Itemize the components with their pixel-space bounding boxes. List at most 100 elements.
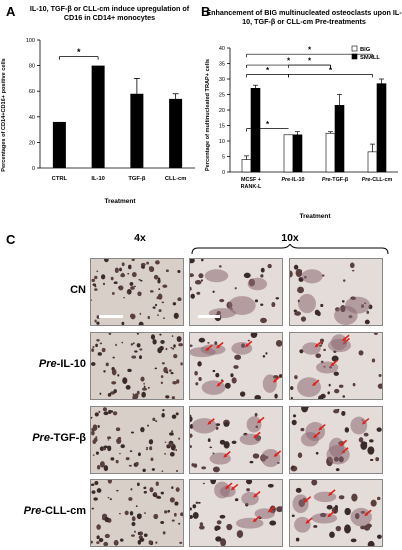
- cell: [118, 286, 121, 289]
- cell: [233, 365, 239, 369]
- cell: [149, 446, 153, 451]
- cell: [223, 441, 230, 449]
- cell: [190, 445, 193, 449]
- cell: [137, 452, 141, 457]
- cell: [99, 392, 102, 395]
- cell: [111, 292, 115, 295]
- y-tick-label: 40: [29, 115, 35, 121]
- cell: [279, 506, 282, 512]
- cell: [157, 496, 162, 499]
- cell: [234, 354, 242, 360]
- cell: [344, 507, 351, 516]
- cell: [212, 466, 220, 473]
- cell: [207, 438, 211, 443]
- cell: [129, 313, 135, 319]
- cell: [173, 312, 179, 319]
- cell: [119, 452, 121, 455]
- micrograph-cells: [290, 407, 382, 472]
- cell: [139, 312, 142, 315]
- significance-star: *: [77, 47, 81, 57]
- cell: [91, 483, 95, 487]
- arrow-head: [267, 508, 272, 513]
- arrow-head: [244, 343, 249, 348]
- cell: [172, 347, 175, 350]
- cell: [271, 302, 276, 308]
- micrograph: [189, 406, 283, 474]
- cell: [246, 480, 253, 485]
- cell: [146, 446, 149, 449]
- x-tick-label: Pre-IL-10: [281, 177, 304, 183]
- cell: [94, 481, 99, 486]
- cell: [120, 444, 125, 449]
- cell: [155, 481, 159, 486]
- bar-small: [250, 88, 261, 173]
- micrograph: [90, 406, 184, 474]
- cell: [197, 501, 201, 504]
- cell: [195, 382, 199, 386]
- cell: [171, 430, 174, 433]
- cell: [137, 291, 142, 297]
- cell: [96, 541, 100, 544]
- panel-a-title: IL-10, TGF-β or CLL-cm induce upregulati…: [29, 4, 190, 22]
- cell: [91, 507, 94, 510]
- arrow-head: [253, 493, 258, 498]
- cell: [249, 460, 254, 464]
- cell: [97, 425, 100, 428]
- cell: [178, 437, 181, 440]
- y-tick-label: 35: [219, 62, 225, 68]
- y-tick-label: 60: [29, 89, 35, 95]
- cell: [352, 382, 356, 387]
- cell: [274, 393, 278, 399]
- panel-c-letter: C: [6, 232, 16, 247]
- cell: [115, 343, 117, 347]
- cell: [152, 417, 156, 421]
- cell: [166, 371, 169, 374]
- osteoclast: [190, 347, 216, 358]
- cell: [300, 427, 305, 432]
- arrow-head: [314, 343, 319, 348]
- bar-small: [376, 83, 387, 173]
- cell: [294, 311, 302, 316]
- cell: [122, 377, 128, 385]
- cell: [149, 290, 154, 293]
- cell: [99, 461, 105, 468]
- cell: [198, 376, 202, 382]
- cell: [265, 352, 268, 355]
- cell: [291, 514, 295, 518]
- osteoclast: [301, 269, 323, 284]
- cell: [154, 367, 158, 370]
- panel-b-letter: B: [201, 4, 211, 19]
- cell: [128, 497, 133, 501]
- cell: [214, 341, 218, 346]
- cell: [108, 333, 112, 335]
- cell: [136, 390, 140, 395]
- cell: [198, 337, 206, 343]
- cell: [99, 446, 105, 451]
- bar: [91, 65, 105, 168]
- arrow-head: [207, 420, 212, 425]
- cell: [171, 519, 175, 522]
- cell: [160, 339, 165, 344]
- cell: [168, 369, 172, 372]
- cell: [171, 414, 177, 419]
- cell: [123, 296, 125, 299]
- cell: [338, 495, 345, 500]
- cell: [294, 375, 298, 380]
- micrograph-cells: [190, 259, 280, 324]
- cell: [358, 437, 364, 443]
- arrow-head: [252, 518, 257, 523]
- cell: [105, 362, 109, 367]
- cell: [153, 513, 159, 520]
- cell: [297, 452, 303, 458]
- cell: [231, 440, 237, 445]
- cell: [371, 358, 376, 363]
- cell: [117, 374, 120, 377]
- x-tick-label: CLL-cm: [165, 176, 187, 182]
- cell: [333, 409, 340, 414]
- osteoclast: [228, 296, 256, 316]
- osteoclast: [350, 416, 368, 435]
- cell: [260, 267, 265, 273]
- cell: [223, 422, 230, 427]
- x-tick-label: CTRL: [52, 176, 68, 182]
- arrow-head: [273, 453, 278, 458]
